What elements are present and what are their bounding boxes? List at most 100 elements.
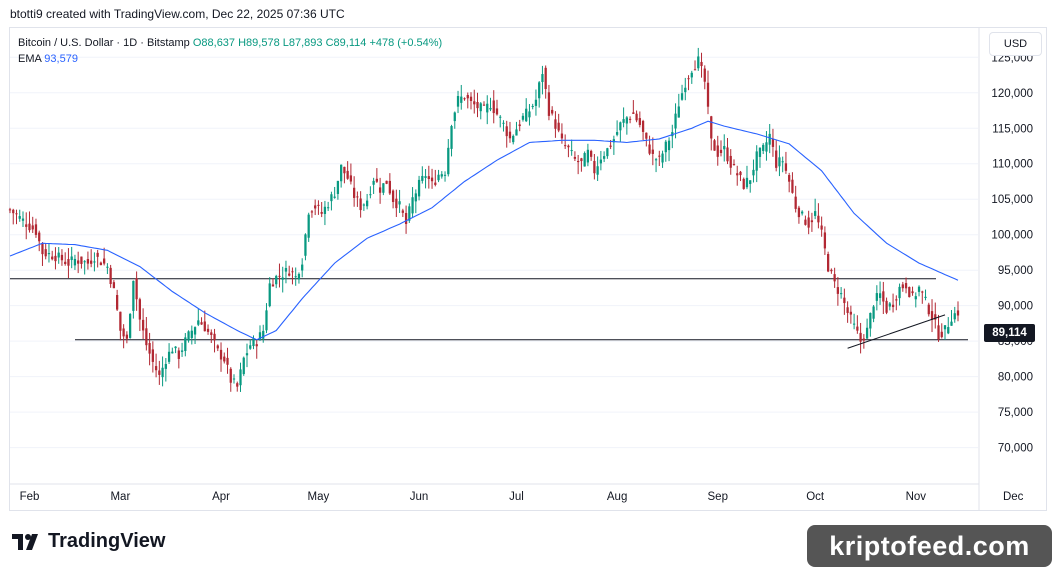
candle-body [674,113,677,129]
candle [161,356,164,387]
candle [245,343,249,368]
candle [206,324,210,335]
chart-panel[interactable] [9,27,1047,511]
candle [64,252,67,266]
candle [723,134,726,162]
candle-body [599,159,603,164]
price-axis: 125,000120,000115,000110,000105,000100,0… [991,52,1033,454]
candle [950,309,953,326]
candle [180,342,184,357]
candle [469,92,473,110]
time-tick-label: Sep [708,491,728,503]
candle [934,302,937,329]
candle [911,286,914,296]
candle [141,308,145,340]
candle [336,180,340,200]
candle-body [755,151,758,171]
candle-body [395,198,398,209]
candle-body [937,325,940,340]
candle [242,356,245,376]
candle [495,99,499,116]
candle [833,267,836,288]
candle-body [947,327,950,334]
candle [229,367,232,392]
candle [249,339,252,350]
candle [187,330,190,343]
candle [421,166,424,184]
candle [499,115,502,128]
candle-body [914,296,917,300]
candle [284,260,288,284]
candle-body [590,150,593,157]
candle [275,274,278,289]
candle-body [460,96,463,103]
candle [606,147,609,159]
candle [479,102,482,120]
candle-body [314,205,317,209]
candle-body [184,337,187,351]
candle-body [878,293,882,298]
candle-body [177,350,180,359]
candle-body [810,220,814,223]
candle [116,289,119,311]
candle [538,81,541,108]
candle [323,200,327,226]
candle [843,288,846,315]
candle-body [713,140,716,151]
candle [440,171,443,179]
candle-body [580,158,583,162]
candle-body [359,198,362,211]
candle-body [544,67,547,89]
candle [531,103,534,110]
candle-body [301,264,304,271]
candle-body [145,328,148,346]
candle-body [25,224,28,227]
candle [268,277,271,308]
candle-body [836,287,840,294]
candle-body [801,211,804,214]
candle [528,104,531,126]
candle [852,313,856,330]
candle [154,353,158,378]
candle [619,121,622,142]
candle [736,165,739,186]
candle-body [60,254,64,261]
candle-body [908,286,911,298]
candle-body [336,180,340,194]
candle [654,157,658,173]
candle [937,314,940,342]
candle [658,150,661,167]
candle-body [64,261,67,265]
candle-body [508,131,512,139]
candle-body [343,166,346,174]
candle-body [236,383,239,387]
candle [567,144,570,158]
currency-button[interactable]: USD [989,32,1042,56]
candle [395,189,398,217]
candle-body [447,147,450,175]
candle [307,212,310,242]
candle-body [680,93,684,100]
candle [622,107,625,128]
candle-body [628,118,632,120]
candle-body [219,349,223,360]
candle [450,124,453,157]
candle [28,211,31,233]
candle [60,249,64,266]
price-tick-label: 120,000 [991,88,1033,100]
candle [96,249,99,268]
candle [164,358,167,382]
candle [200,317,203,325]
tradingview-brand[interactable]: TradingView [12,530,165,553]
candle-body [382,183,385,193]
candle-body [778,157,781,167]
candle [846,301,849,323]
candle-body [953,313,956,320]
candle-body [408,206,411,221]
candle [327,201,330,211]
candle-body [784,163,788,171]
close-value: C89,114 [325,37,367,49]
candle-body [112,282,116,289]
candle [320,202,323,218]
